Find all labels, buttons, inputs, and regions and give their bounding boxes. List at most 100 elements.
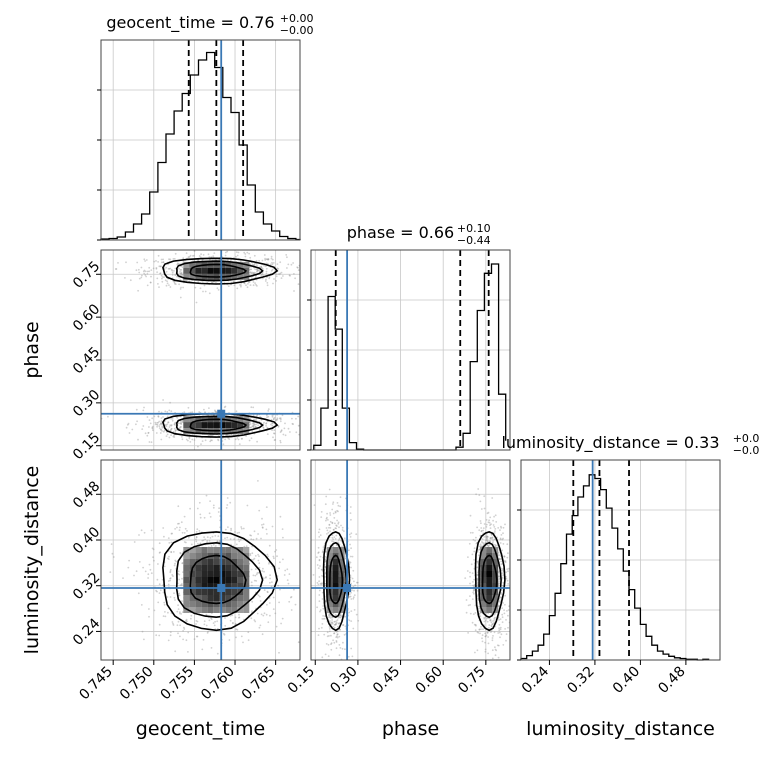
sample-point — [237, 438, 240, 441]
sample-point — [483, 523, 486, 525]
sample-point — [250, 617, 253, 620]
sample-point — [333, 641, 336, 644]
density-cell — [201, 595, 208, 601]
density-cell — [183, 595, 190, 601]
sample-point — [350, 610, 353, 612]
sample-point — [471, 598, 474, 600]
sample-point — [505, 577, 508, 580]
sample-point — [181, 531, 184, 534]
sample-point — [490, 523, 492, 526]
x-tick-label: 0.750 — [117, 664, 157, 704]
sample-point — [470, 563, 473, 566]
sample-point — [150, 441, 153, 444]
x-tick-label: 0.32 — [564, 664, 597, 697]
density-cell — [183, 428, 190, 435]
sample-point — [328, 488, 331, 491]
sample-point — [137, 592, 140, 595]
sample-point — [319, 609, 322, 611]
sample-point — [338, 526, 340, 529]
density-cell — [237, 547, 244, 553]
sample-point — [163, 601, 166, 604]
sample-point — [193, 250, 196, 253]
sample-point — [342, 641, 344, 644]
sample-point — [333, 536, 336, 538]
sample-point — [276, 418, 279, 421]
sample-point — [333, 624, 336, 626]
sample-point — [331, 522, 334, 525]
sample-point — [498, 629, 501, 632]
sample-point — [352, 596, 355, 599]
sample-point — [210, 618, 213, 621]
sample-point — [227, 285, 230, 287]
sample-point — [319, 610, 321, 613]
sample-point — [244, 253, 247, 255]
sample-point — [226, 250, 229, 253]
sample-point — [254, 282, 256, 284]
sample-point — [267, 258, 270, 260]
density-cell — [219, 422, 226, 429]
density-cell — [243, 589, 250, 595]
sample-point — [258, 595, 261, 598]
panel-content — [101, 250, 300, 448]
density-cell — [189, 601, 196, 607]
sample-point — [148, 426, 150, 428]
panel-title-sup: +0.00 — [280, 12, 314, 25]
sample-point — [161, 425, 164, 428]
sample-point — [290, 263, 293, 266]
sample-point — [224, 251, 227, 254]
sample-point — [478, 529, 481, 532]
y-axis-label: luminosity_distance — [21, 466, 43, 655]
sample-point — [473, 550, 476, 553]
sample-point — [158, 286, 160, 288]
sample-point — [135, 408, 138, 411]
sample-point — [210, 545, 213, 547]
sample-point — [216, 540, 219, 542]
density-cell — [237, 577, 244, 583]
sample-point — [265, 272, 268, 275]
density-cell — [201, 607, 208, 613]
sample-point — [331, 616, 334, 619]
sample-point — [253, 423, 256, 426]
sample-point — [472, 613, 475, 615]
panel-frame — [100, 459, 301, 661]
sample-point — [341, 545, 343, 548]
sample-point — [472, 589, 475, 592]
density-cell — [237, 571, 244, 577]
sample-point — [153, 609, 156, 612]
sample-point — [317, 663, 319, 665]
sample-point — [194, 286, 197, 289]
sample-point — [322, 605, 325, 607]
density-cell — [213, 607, 220, 613]
sample-point — [262, 268, 264, 270]
sample-point — [159, 589, 162, 592]
sample-point — [498, 575, 500, 578]
sample-point — [501, 584, 504, 587]
sample-point — [182, 630, 185, 632]
sample-point — [180, 286, 182, 289]
sample-point — [173, 281, 176, 284]
sample-point — [328, 635, 330, 637]
density-cell — [480, 553, 487, 559]
sample-point — [250, 426, 253, 429]
density-cell — [201, 559, 208, 565]
sample-point — [137, 289, 140, 292]
sample-point — [204, 411, 206, 414]
sample-point — [266, 416, 268, 419]
sample-point — [166, 557, 169, 560]
sample-point — [274, 439, 277, 441]
sample-point — [131, 428, 134, 431]
sample-point — [333, 517, 336, 519]
sample-point — [142, 270, 145, 273]
sample-point — [162, 615, 165, 617]
density-cell — [231, 571, 238, 577]
sample-point — [494, 528, 497, 530]
contour-line — [162, 257, 279, 285]
sample-point — [301, 527, 303, 529]
sample-point — [192, 255, 194, 257]
density-cell — [225, 601, 232, 607]
sample-point — [224, 537, 226, 540]
sample-point — [258, 562, 261, 565]
sample-point — [491, 497, 494, 499]
x-tick-label: 0.40 — [610, 664, 643, 697]
density-cell — [225, 565, 232, 571]
